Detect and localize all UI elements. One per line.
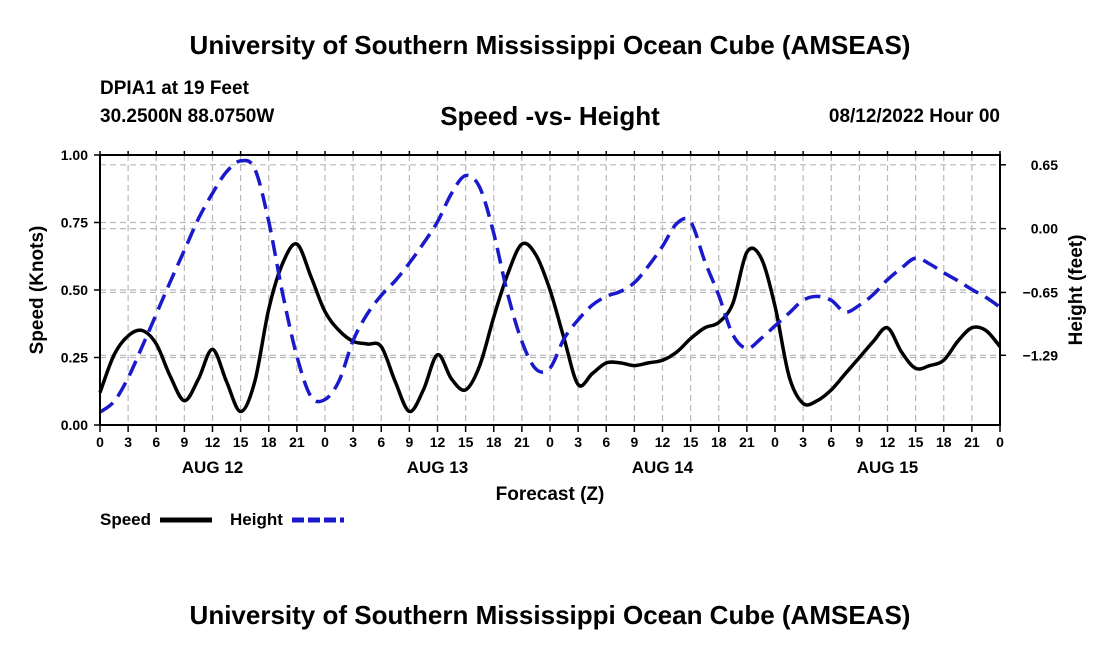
x-tick-label: 9 [180, 434, 188, 450]
x-tick-label: 15 [683, 434, 699, 450]
axes: 0 3 6 9 12 15 18 21 0 3 6 9 12 15 18 21 0 3 6 9 12 15 18 21 0 3 6 9… [27, 147, 1087, 505]
series-line-speed [98, 241, 1002, 414]
x-axis-label: Forecast (Z) [496, 484, 605, 505]
x-tick-label: 12 [655, 434, 671, 450]
x-day-label: AUG 13 [407, 458, 468, 477]
y-tick-label: 1.00 [61, 147, 88, 163]
x-tick-label: 0 [321, 434, 329, 450]
y2-tick-label: 0.65 [1031, 157, 1058, 173]
x-tick-label: 18 [261, 434, 277, 450]
x-tick-label: 12 [880, 434, 896, 450]
series-layer [98, 158, 1002, 414]
x-tick-label: 21 [739, 434, 755, 450]
x-tick-label: 15 [458, 434, 474, 450]
grid [100, 155, 1000, 425]
x-tick-label: 6 [377, 434, 385, 450]
legend-label-height: Height [230, 510, 283, 529]
x-tick-label: 0 [96, 434, 104, 450]
x-tick-label: 0 [996, 434, 1004, 450]
legend: Speed Height [100, 510, 344, 529]
forecast-datetime: 08/12/2022 Hour 00 [828, 106, 1000, 127]
y2-axis-label: Height (feet) [1066, 235, 1087, 346]
x-day-label: AUG 15 [857, 458, 918, 477]
x-tick-label: 21 [289, 434, 305, 450]
x-tick-label: 15 [233, 434, 249, 450]
x-tick-label: 9 [405, 434, 413, 450]
y2-tick-label: 0.00 [1031, 221, 1058, 237]
x-tick-label: 9 [630, 434, 638, 450]
y-tick-label: 0.50 [61, 282, 88, 298]
x-tick-label: 0 [546, 434, 554, 450]
x-tick-label: 6 [827, 434, 835, 450]
x-tick-label: 12 [205, 434, 221, 450]
x-tick-label: 3 [799, 434, 807, 450]
x-tick-label: 18 [711, 434, 727, 450]
x-tick-label: 6 [152, 434, 160, 450]
y-tick-label: 0.75 [61, 215, 88, 231]
bottom-title: University of Southern Mississippi Ocean… [189, 600, 911, 630]
plot-title: Speed -vs- Height [440, 101, 660, 131]
x-tick-label: 21 [964, 434, 980, 450]
x-tick-label: 9 [855, 434, 863, 450]
x-day-label: AUG 12 [182, 458, 243, 477]
x-tick-label: 3 [349, 434, 357, 450]
top-title: University of Southern Mississippi Ocean… [189, 30, 911, 60]
x-tick-label: 18 [936, 434, 952, 450]
x-tick-label: 6 [602, 434, 610, 450]
y-tick-label: 0.25 [61, 350, 88, 366]
series-line-height [98, 158, 1002, 414]
x-tick-label: 12 [430, 434, 446, 450]
legend-label-speed: Speed [100, 510, 151, 529]
y2-tick-label: −1.29 [1023, 347, 1059, 363]
station-coordinates: 30.2500N 88.0750W [100, 106, 275, 127]
x-tick-label: 21 [514, 434, 530, 450]
y-tick-label: 0.00 [61, 417, 88, 433]
x-tick-label: 18 [486, 434, 502, 450]
x-tick-label: 0 [771, 434, 779, 450]
station-name: DPIA1 at 19 Feet [100, 78, 249, 99]
x-tick-label: 15 [908, 434, 924, 450]
x-tick-label: 3 [574, 434, 582, 450]
x-day-label: AUG 14 [632, 458, 694, 477]
y-axis-label: Speed (Knots) [27, 226, 48, 355]
x-tick-label: 3 [124, 434, 132, 450]
y2-tick-label: −0.65 [1023, 284, 1059, 300]
